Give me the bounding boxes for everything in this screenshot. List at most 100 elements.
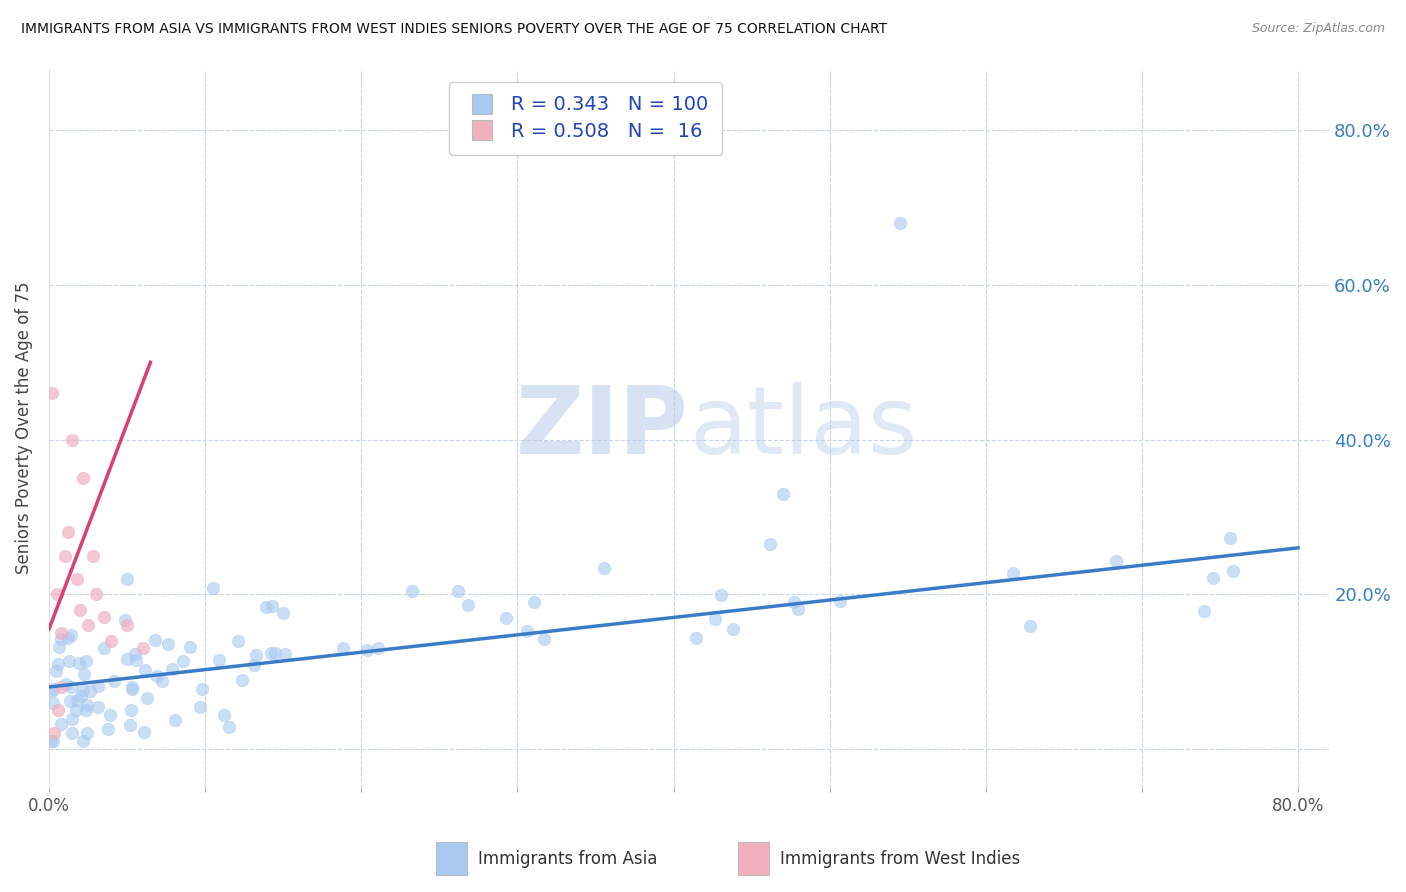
Point bbox=[245, 648, 267, 663]
Point bbox=[243, 658, 266, 673]
Point bbox=[117, 652, 139, 666]
Point bbox=[165, 713, 187, 727]
Point bbox=[42, 733, 65, 747]
Point bbox=[125, 653, 148, 667]
Point bbox=[48, 640, 70, 655]
Point bbox=[98, 707, 121, 722]
Point bbox=[131, 641, 153, 656]
Point bbox=[121, 680, 143, 694]
Point bbox=[1002, 566, 1025, 580]
Point bbox=[58, 654, 80, 668]
FancyBboxPatch shape bbox=[738, 842, 769, 875]
Point bbox=[60, 713, 83, 727]
Point bbox=[59, 680, 82, 694]
Legend: R = 0.343   N = 100, R = 0.508   N =  16: R = 0.343 N = 100, R = 0.508 N = 16 bbox=[449, 82, 723, 155]
Point bbox=[150, 674, 173, 689]
FancyBboxPatch shape bbox=[436, 842, 467, 875]
Point bbox=[685, 631, 707, 645]
Point bbox=[76, 726, 98, 740]
Point bbox=[76, 698, 98, 713]
Point bbox=[786, 602, 808, 616]
Point bbox=[231, 673, 253, 688]
Point bbox=[41, 386, 63, 401]
Point bbox=[96, 722, 118, 736]
Point bbox=[82, 549, 104, 563]
Point bbox=[830, 594, 852, 608]
Point bbox=[134, 725, 156, 739]
Point bbox=[889, 216, 911, 230]
Point bbox=[124, 647, 146, 661]
Point bbox=[46, 703, 69, 717]
Point bbox=[114, 613, 136, 627]
Point bbox=[772, 487, 794, 501]
Point bbox=[254, 599, 277, 614]
Point bbox=[49, 632, 72, 647]
Point bbox=[516, 624, 538, 638]
Point bbox=[65, 703, 87, 717]
Point bbox=[60, 433, 83, 447]
Text: Source: ZipAtlas.com: Source: ZipAtlas.com bbox=[1251, 22, 1385, 36]
Point bbox=[143, 632, 166, 647]
Text: atlas: atlas bbox=[689, 382, 917, 474]
Point bbox=[212, 708, 235, 723]
Point bbox=[72, 734, 94, 748]
Point bbox=[226, 633, 249, 648]
Point bbox=[271, 607, 294, 621]
Point bbox=[66, 572, 89, 586]
Point bbox=[93, 641, 115, 656]
Point bbox=[135, 690, 157, 705]
Point bbox=[41, 683, 63, 698]
Point bbox=[191, 681, 214, 696]
Point bbox=[115, 572, 138, 586]
Point bbox=[160, 662, 183, 676]
Point bbox=[782, 595, 804, 609]
Point bbox=[146, 669, 169, 683]
Point bbox=[1019, 619, 1042, 633]
Point bbox=[75, 654, 97, 668]
Point bbox=[201, 581, 224, 595]
Point bbox=[70, 690, 93, 704]
Point bbox=[273, 647, 295, 661]
Point bbox=[157, 637, 180, 651]
Point bbox=[93, 610, 115, 624]
Point bbox=[533, 632, 555, 647]
Point bbox=[77, 618, 100, 632]
Point bbox=[1222, 564, 1244, 578]
Point bbox=[721, 622, 744, 636]
Point bbox=[495, 611, 517, 625]
Point bbox=[49, 717, 72, 731]
Y-axis label: Seniors Poverty Over the Age of 75: Seniors Poverty Over the Age of 75 bbox=[15, 282, 32, 574]
Text: Immigrants from West Indies: Immigrants from West Indies bbox=[780, 849, 1021, 868]
Point bbox=[115, 618, 138, 632]
Point bbox=[103, 673, 125, 688]
Point bbox=[39, 734, 62, 748]
Text: IMMIGRANTS FROM ASIA VS IMMIGRANTS FROM WEST INDIES SENIORS POVERTY OVER THE AGE: IMMIGRANTS FROM ASIA VS IMMIGRANTS FROM … bbox=[21, 22, 887, 37]
Text: ZIP: ZIP bbox=[516, 382, 689, 474]
Point bbox=[1219, 531, 1241, 545]
Point bbox=[87, 679, 110, 693]
Point bbox=[1202, 571, 1225, 585]
Point bbox=[45, 664, 67, 678]
Point bbox=[42, 696, 65, 710]
Point bbox=[60, 726, 83, 740]
Point bbox=[67, 656, 90, 670]
Point bbox=[42, 726, 65, 740]
Point bbox=[262, 599, 284, 613]
Point bbox=[53, 549, 76, 563]
Point bbox=[87, 700, 110, 714]
Point bbox=[188, 700, 211, 714]
Point bbox=[704, 612, 727, 626]
Point bbox=[1192, 604, 1215, 618]
Point bbox=[41, 682, 63, 697]
Point bbox=[59, 628, 82, 642]
Point bbox=[73, 667, 96, 681]
Point bbox=[51, 680, 73, 694]
Point bbox=[260, 646, 283, 660]
Point bbox=[51, 626, 73, 640]
Point bbox=[710, 588, 733, 602]
Point bbox=[172, 654, 194, 668]
Point bbox=[208, 653, 231, 667]
Point bbox=[356, 643, 378, 657]
Point bbox=[46, 657, 69, 672]
Point bbox=[75, 703, 97, 717]
